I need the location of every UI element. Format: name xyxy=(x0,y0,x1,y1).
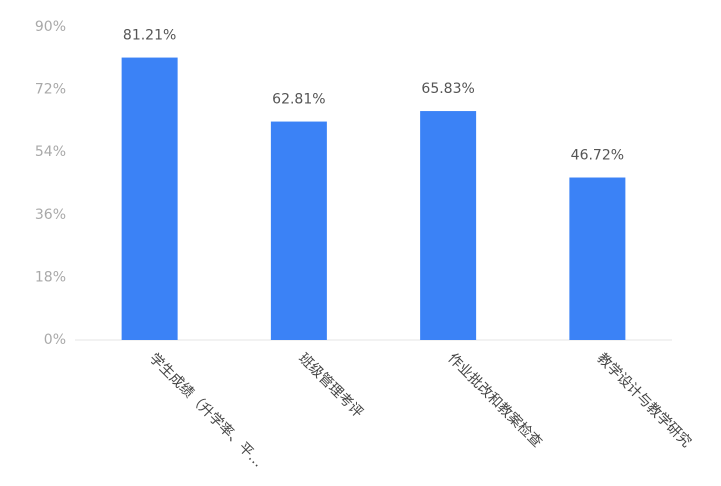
y-tick-label: 18% xyxy=(35,269,66,285)
y-tick-label: 72% xyxy=(35,82,66,98)
y-tick-label: 90% xyxy=(35,19,66,35)
value-label: 65.83% xyxy=(421,81,474,97)
y-tick-label: 36% xyxy=(35,207,66,223)
y-tick-label: 0% xyxy=(44,332,66,348)
bar xyxy=(420,111,477,340)
x-tick-label: 班级管理考评 xyxy=(295,350,366,421)
bar xyxy=(270,121,327,340)
value-label: 46.72% xyxy=(571,148,624,164)
value-label: 81.21% xyxy=(123,28,176,44)
bar xyxy=(121,57,178,340)
value-label: 62.81% xyxy=(272,92,325,108)
x-tick-label: 学生成绩（升学率、平… xyxy=(146,350,267,471)
x-tick-label: 作业批改和教案检查 xyxy=(444,350,545,451)
x-tick-label: 教学设计与教学研究 xyxy=(594,350,694,450)
y-tick-label: 54% xyxy=(35,144,66,160)
bar xyxy=(569,177,626,340)
